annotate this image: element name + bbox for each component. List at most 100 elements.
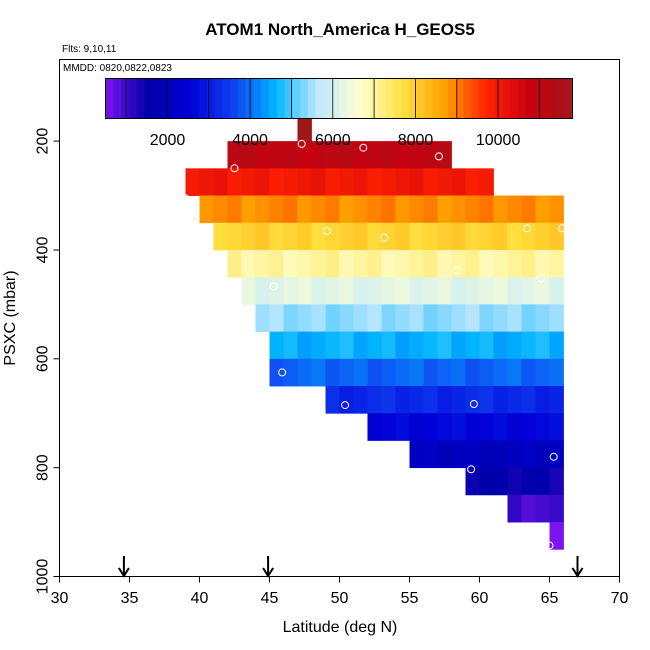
heatmap-cell: [493, 277, 508, 305]
heatmap-cell: [339, 195, 354, 224]
heatmap-cell: [353, 277, 368, 305]
heatmap-cell: [227, 168, 242, 196]
heatmap-cell: [507, 494, 522, 523]
heatmap-cell: [311, 249, 326, 278]
heatmap-cell: [507, 304, 522, 332]
heatmap-cell: [409, 195, 424, 224]
heatmap-cell: [241, 249, 256, 278]
heatmap-cell: [311, 331, 326, 360]
x-tick-label: 55: [401, 590, 419, 607]
heatmap-cell: [437, 168, 452, 196]
heatmap-cell: [549, 331, 564, 360]
colorbar-segment: [510, 78, 519, 119]
colorbar-segment: [261, 78, 270, 119]
heatmap-cell: [311, 222, 326, 251]
heatmap-cell: [507, 277, 522, 305]
heatmap-cell: [367, 249, 382, 278]
heatmap-cell: [213, 168, 228, 196]
x-tick-label: 45: [261, 590, 279, 607]
heatmap-cell: [451, 386, 466, 414]
heatmap-cell: [409, 440, 424, 469]
dates-label: MMDD: 0820,0822,0823: [63, 63, 172, 74]
obs-point: [230, 164, 239, 173]
heatmap-cell: [521, 467, 536, 496]
colorbar-segment: [486, 78, 496, 119]
heatmap-cell: [549, 413, 564, 441]
heatmap-cell: [395, 222, 410, 251]
heatmap-cell: [493, 413, 508, 441]
heatmap-cell: [339, 304, 354, 332]
heatmap-cell: [465, 386, 480, 414]
heatmap-cell: [381, 358, 396, 387]
heatmap-cell: [269, 141, 284, 169]
heatmap-cell: [255, 168, 270, 196]
obs-point: [181, 194, 190, 203]
heatmap-cell: [241, 168, 256, 196]
colorbar-segment: [354, 78, 363, 119]
colorbar-segment: [198, 78, 208, 119]
colorbar-segment: [183, 78, 192, 119]
heatmap-cell: [339, 331, 354, 360]
heatmap-cell: [451, 440, 466, 469]
colorbar-segment: [377, 78, 387, 119]
x-tick-label: 30: [51, 590, 69, 607]
heatmap-cell: [283, 331, 298, 360]
obs-point: [341, 401, 350, 410]
heatmap-cell: [535, 222, 550, 251]
colorbar-segment: [121, 78, 130, 119]
colorbar-segment: [525, 78, 535, 119]
x-tick-label: 35: [121, 590, 139, 607]
colorbar-segment: [564, 78, 573, 119]
heatmap-cell: [269, 195, 284, 224]
colorbar-tick-label: 8000: [398, 132, 434, 149]
heatmap-cell: [353, 249, 368, 278]
y-axis: 200 400 600 800 1000: [35, 128, 60, 594]
colorbar-segment: [113, 78, 122, 119]
heatmap-cell: [465, 467, 480, 496]
heatmap-cell: [479, 168, 494, 196]
flight-arrow-head: [262, 567, 274, 578]
heatmap-cell: [381, 304, 396, 332]
colorbar-segment: [556, 78, 566, 119]
heatmap-cell: [521, 304, 536, 332]
heatmap-cell: [479, 413, 494, 441]
heatmap-cell: [521, 386, 536, 414]
colorbar-segment: [284, 78, 293, 119]
colorbar-frame: [105, 78, 573, 119]
heatmap-cell: [549, 494, 564, 523]
heatmap-cell: [479, 195, 494, 224]
colorbar-segment: [339, 78, 348, 119]
heatmap-cell: [451, 413, 466, 441]
colorbar-segment: [440, 78, 449, 119]
colorbar-segment: [128, 78, 138, 119]
heatmap-cell: [521, 413, 536, 441]
x-axis: 30 35 40 45 50 55 60 65 70: [51, 576, 629, 607]
heatmap-cell: [255, 277, 270, 305]
heatmap-cell: [409, 249, 424, 278]
heatmap-cell: [409, 413, 424, 441]
heatmap-cell: [451, 277, 466, 305]
heatmap-cell: [241, 222, 256, 251]
heatmap-cell: [283, 249, 298, 278]
heatmap-cell: [451, 358, 466, 387]
heatmap-cell: [297, 277, 312, 305]
colorbar-segment: [253, 78, 262, 119]
chart-title: ATOM1 North_America H_GEOS5: [205, 20, 475, 39]
heatmap-cell: [213, 222, 228, 251]
colorbar-segment: [268, 78, 278, 119]
heatmap-cell: [269, 358, 284, 387]
heatmap-cell: [241, 195, 256, 224]
y-tick-label: 400: [35, 237, 52, 264]
heatmap-cell: [325, 277, 340, 305]
heatmap-cell: [381, 222, 396, 251]
flight-arrow-head: [118, 567, 130, 578]
colorbar-segment: [315, 78, 324, 119]
heatmap-cell: [339, 249, 354, 278]
colorbar-segment: [307, 78, 317, 119]
heatmap-cell: [479, 440, 494, 469]
heatmap-cell: [255, 222, 270, 251]
heatmap-cell: [283, 141, 298, 169]
heatmap-cell: [409, 168, 424, 196]
heatmap-cell: [283, 195, 298, 224]
heatmap-cell: [507, 413, 522, 441]
